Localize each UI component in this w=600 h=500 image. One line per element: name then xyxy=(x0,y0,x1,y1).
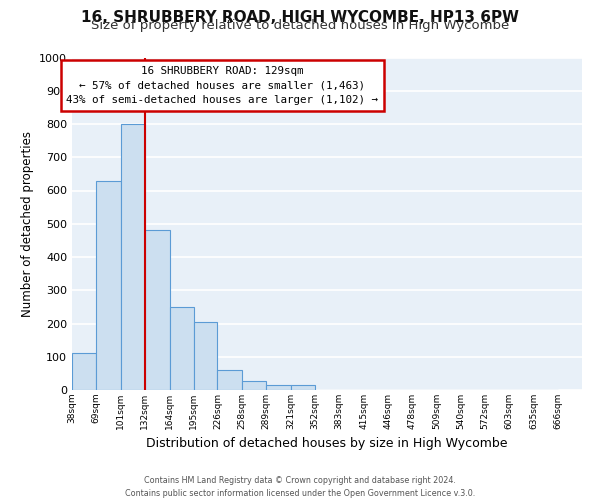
Bar xyxy=(121,124,145,390)
Bar xyxy=(96,180,121,390)
Bar xyxy=(170,307,194,390)
Text: Size of property relative to detached houses in High Wycombe: Size of property relative to detached ho… xyxy=(91,19,509,32)
X-axis label: Distribution of detached houses by size in High Wycombe: Distribution of detached houses by size … xyxy=(146,438,508,450)
Text: 16 SHRUBBERY ROAD: 129sqm
← 57% of detached houses are smaller (1,463)
43% of se: 16 SHRUBBERY ROAD: 129sqm ← 57% of detac… xyxy=(67,66,379,106)
Bar xyxy=(291,385,315,390)
Y-axis label: Number of detached properties: Number of detached properties xyxy=(20,130,34,317)
Bar xyxy=(194,322,217,390)
Text: 16, SHRUBBERY ROAD, HIGH WYCOMBE, HP13 6PW: 16, SHRUBBERY ROAD, HIGH WYCOMBE, HP13 6… xyxy=(81,10,519,25)
Bar xyxy=(217,370,242,390)
Text: Contains HM Land Registry data © Crown copyright and database right 2024.
Contai: Contains HM Land Registry data © Crown c… xyxy=(125,476,475,498)
Bar xyxy=(145,230,170,390)
Bar xyxy=(266,385,291,390)
Bar xyxy=(72,354,96,390)
Bar xyxy=(242,380,266,390)
